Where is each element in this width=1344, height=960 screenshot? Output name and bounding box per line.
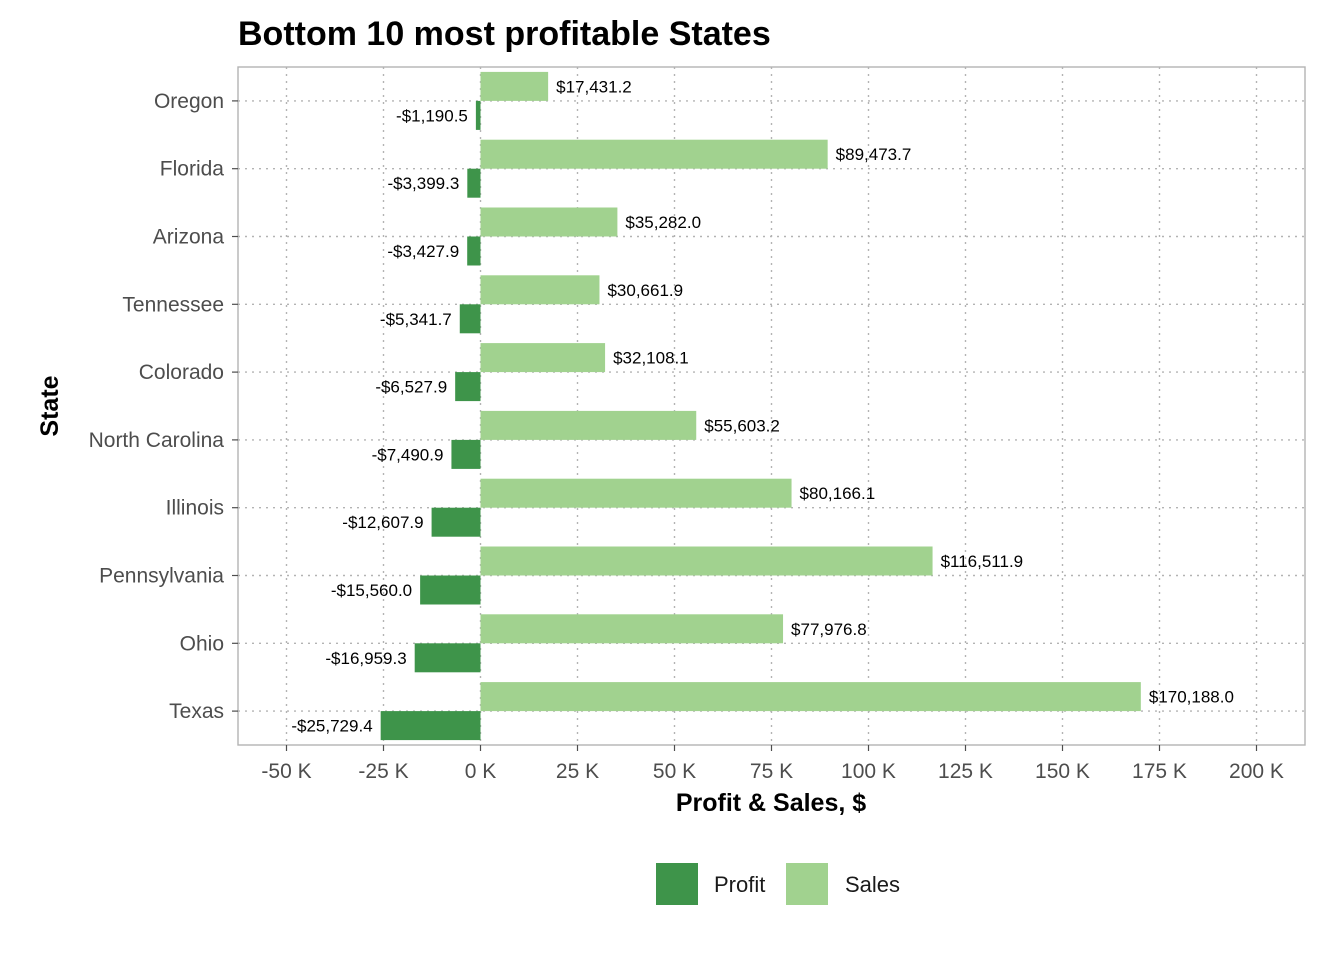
sales-bar bbox=[480, 410, 697, 440]
y-tick-label: Ohio bbox=[180, 632, 224, 655]
profit-data-label: -$25,729.4 bbox=[291, 717, 372, 736]
x-tick-label: 25 K bbox=[556, 760, 599, 783]
sales-data-label: $77,976.8 bbox=[791, 620, 867, 639]
x-tick-label: 100 K bbox=[841, 760, 896, 783]
profit-bar bbox=[451, 439, 481, 469]
sales-bar bbox=[480, 614, 784, 644]
sales-bar bbox=[480, 139, 828, 169]
sales-bar bbox=[480, 682, 1141, 712]
bar-layer bbox=[380, 71, 1141, 741]
legend: Profit Sales bbox=[656, 863, 900, 905]
x-tick-label: 0 K bbox=[465, 760, 497, 783]
sales-legend-key bbox=[786, 863, 828, 905]
profit-bar bbox=[455, 372, 481, 402]
y-tick-label: North Carolina bbox=[89, 429, 225, 452]
y-tick-label: Pennsylvania bbox=[99, 565, 224, 588]
profit-legend-label: Profit bbox=[714, 872, 765, 897]
x-tick-label: -25 K bbox=[358, 760, 408, 783]
x-tick-label: 50 K bbox=[653, 760, 696, 783]
sales-bar bbox=[480, 478, 792, 508]
profit-data-label: -$5,341.7 bbox=[380, 310, 452, 329]
y-tick-label: Florida bbox=[160, 158, 225, 181]
sales-data-label: $170,188.0 bbox=[1149, 688, 1234, 707]
sales-data-label: $35,282.0 bbox=[625, 213, 701, 232]
sales-data-label: $116,511.9 bbox=[941, 552, 1024, 571]
x-tick-label: 200 K bbox=[1229, 760, 1284, 783]
profit-data-label: -$12,607.9 bbox=[342, 513, 423, 532]
x-tick-label: 150 K bbox=[1035, 760, 1090, 783]
profit-bar bbox=[459, 304, 481, 334]
x-tick-label: -50 K bbox=[261, 760, 311, 783]
sales-data-label: $80,166.1 bbox=[800, 484, 876, 503]
y-tick-label: Colorado bbox=[139, 361, 224, 384]
y-tick-label: Arizona bbox=[153, 226, 225, 249]
sales-legend-label: Sales bbox=[845, 872, 900, 897]
profit-data-label: -$1,190.5 bbox=[396, 106, 468, 125]
profit-data-label: -$3,399.3 bbox=[387, 174, 459, 193]
x-axis-title: Profit & Sales, $ bbox=[676, 789, 866, 817]
y-tick-label: Tennessee bbox=[122, 293, 224, 316]
profit-data-label: -$15,560.0 bbox=[331, 581, 412, 600]
sales-bar bbox=[480, 71, 549, 101]
data-label-layer: -$1,190.5 -$3,399.3 -$3,427.9 -$5,341.7 -$6,… bbox=[291, 77, 1234, 735]
profit-bar bbox=[380, 711, 481, 741]
y-tick-label: Texas bbox=[169, 700, 224, 723]
profit-bar bbox=[420, 575, 481, 605]
profit-bar bbox=[467, 168, 481, 198]
x-tick-label: 125 K bbox=[938, 760, 993, 783]
sales-data-label: $32,108.1 bbox=[613, 349, 689, 368]
x-tick-label: 75 K bbox=[750, 760, 793, 783]
profit-bar bbox=[431, 507, 481, 537]
profit-legend-key bbox=[656, 863, 698, 905]
axis-layer: -50 K -25 K 0 K 25 K 50 K 75 K 100 K 125 K 150 K… bbox=[89, 90, 1284, 783]
profit-data-label: -$6,527.9 bbox=[375, 378, 447, 397]
profit-data-label: -$7,490.9 bbox=[372, 445, 444, 464]
profit-bar bbox=[414, 643, 481, 673]
y-tick-label: Oregon bbox=[154, 90, 224, 113]
sales-data-label: $17,431.2 bbox=[556, 77, 632, 96]
sales-data-label: $30,661.9 bbox=[607, 281, 683, 300]
sales-data-label: $55,603.2 bbox=[704, 416, 780, 435]
chart-title: Bottom 10 most profitable States bbox=[238, 15, 771, 53]
sales-data-label: $89,473.7 bbox=[836, 145, 912, 164]
profit-bar bbox=[475, 100, 481, 130]
profit-data-label: -$16,959.3 bbox=[325, 649, 406, 668]
x-tick-label: 175 K bbox=[1132, 760, 1187, 783]
sales-bar bbox=[480, 275, 600, 305]
y-tick-label: Illinois bbox=[166, 497, 224, 520]
profit-data-label: -$3,427.9 bbox=[387, 242, 459, 261]
sales-bar bbox=[480, 343, 606, 373]
sales-bar bbox=[480, 207, 618, 237]
sales-bar bbox=[480, 546, 933, 576]
profit-bar bbox=[467, 236, 481, 266]
y-axis-title: State bbox=[36, 375, 64, 436]
